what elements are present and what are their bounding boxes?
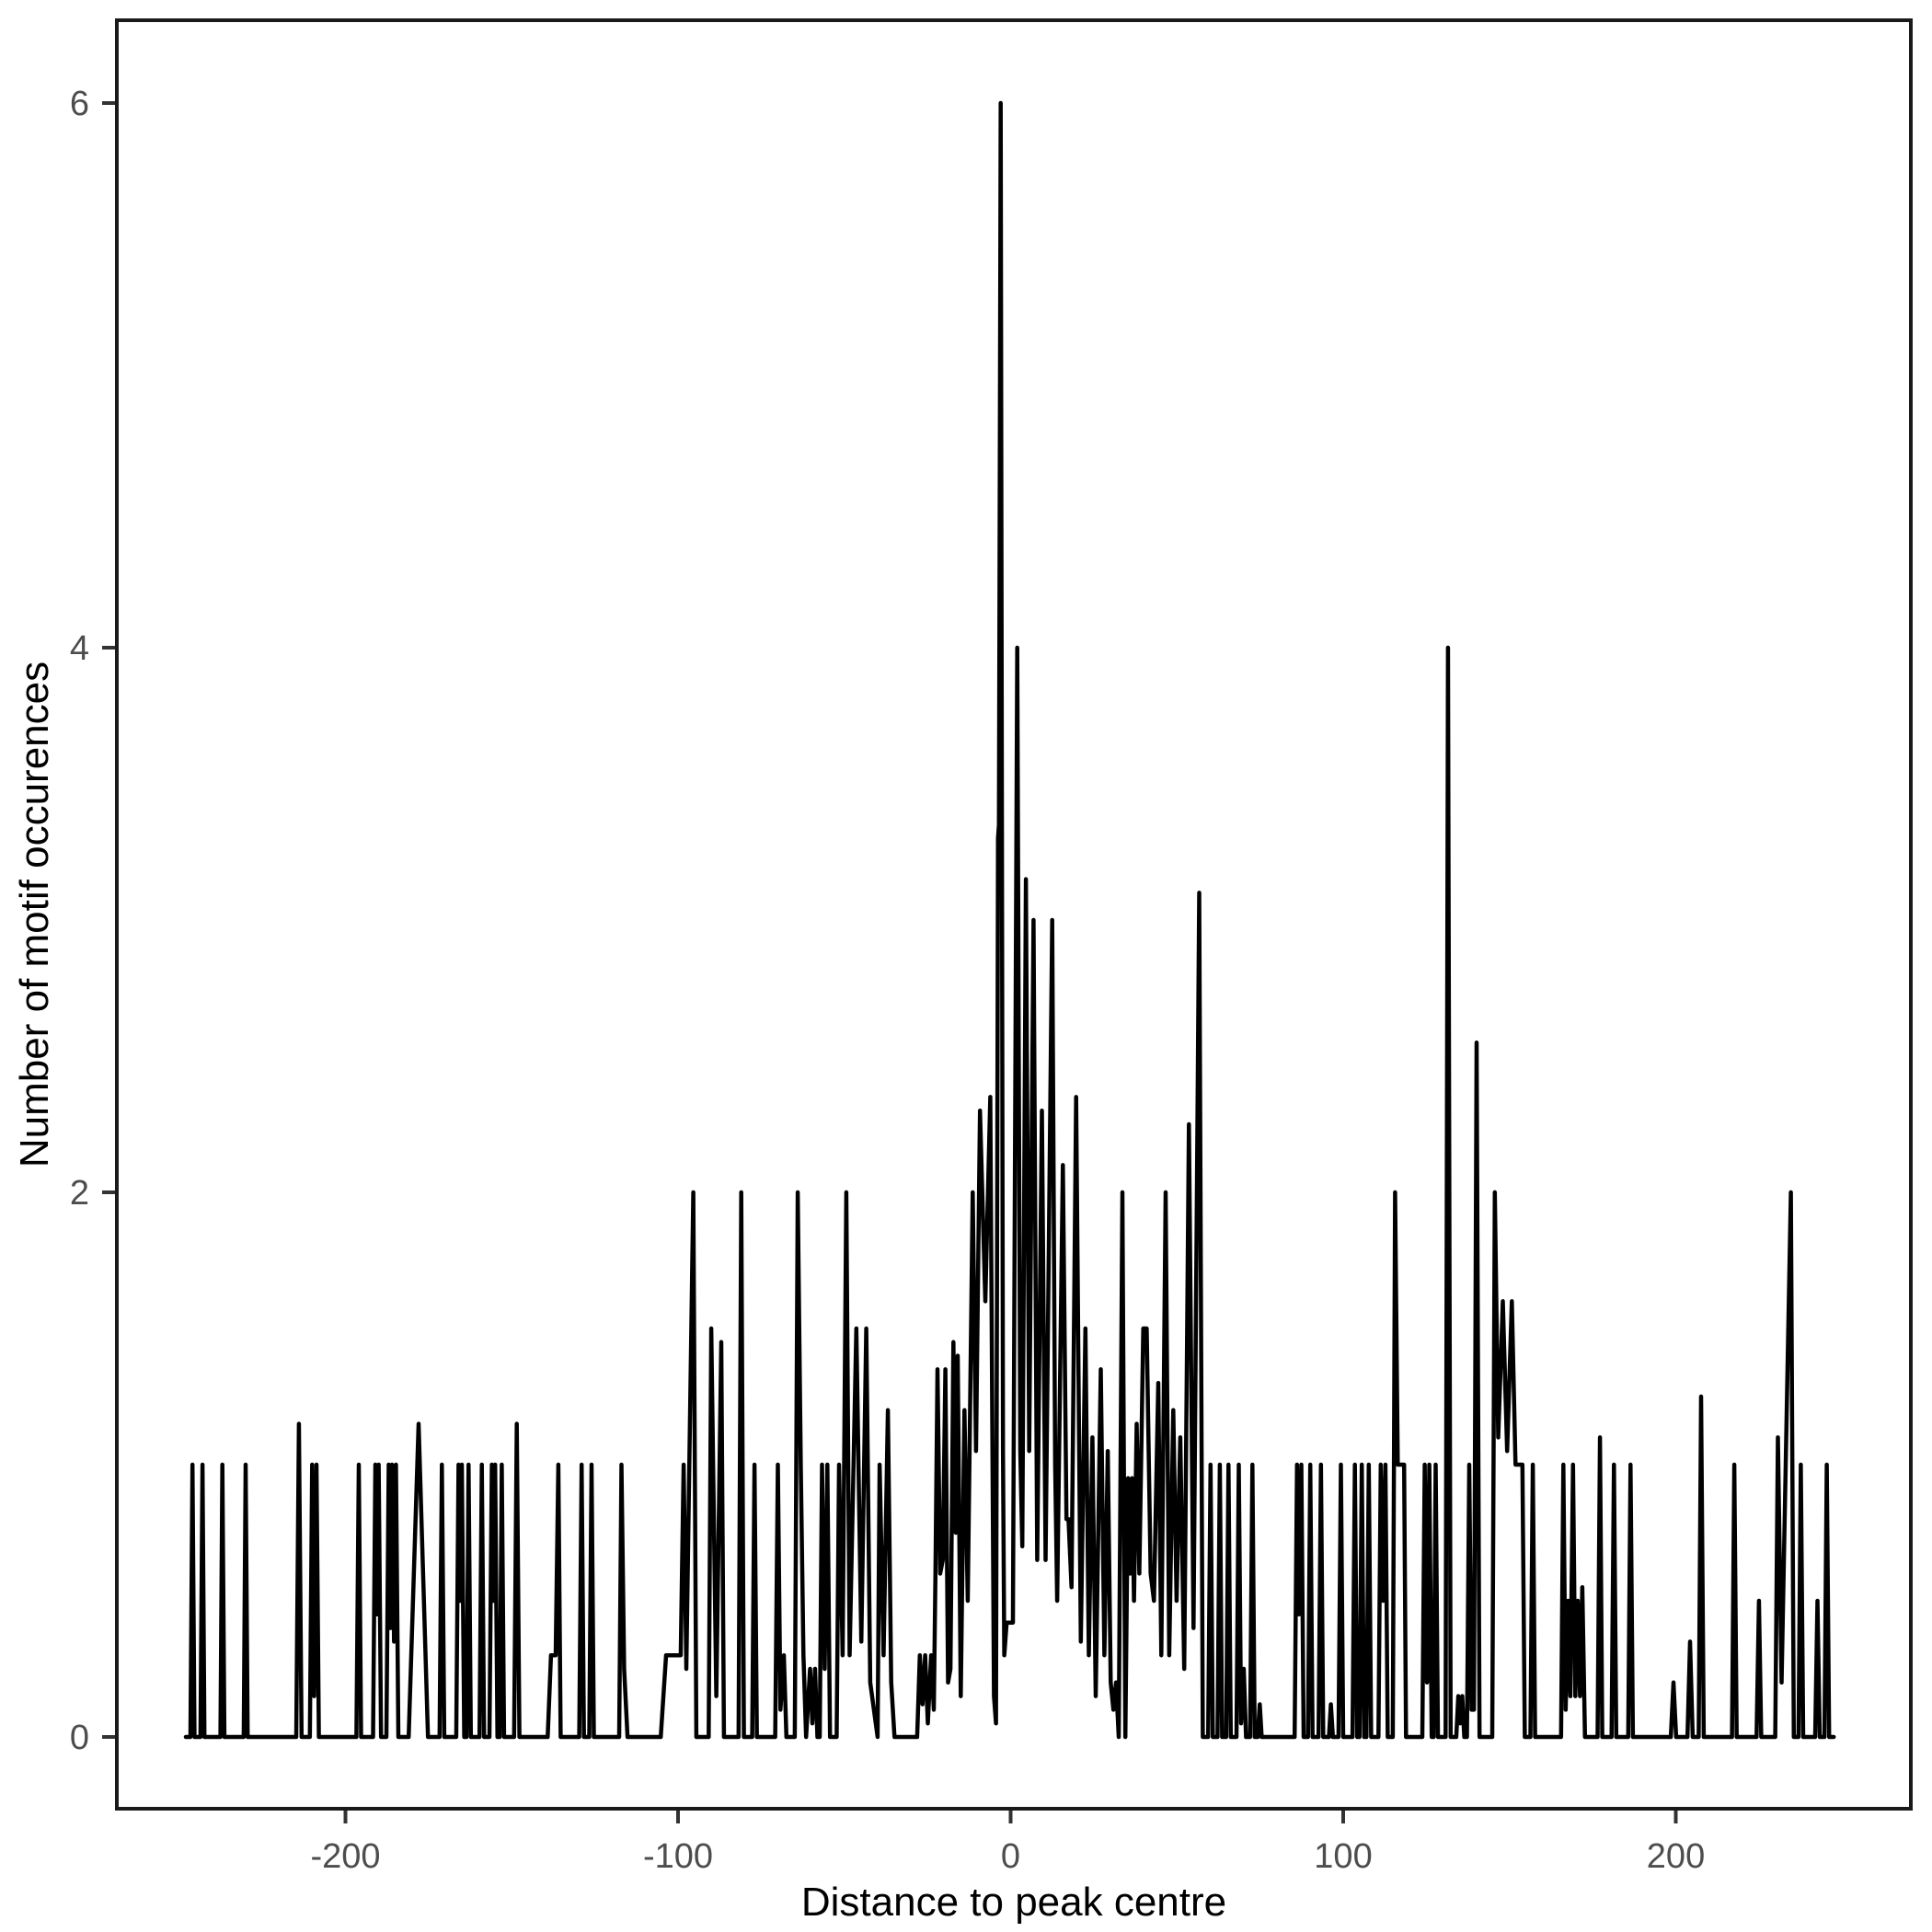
axis-ticks	[102, 101, 1678, 1823]
y-axis-title: Number of motif occurences	[12, 661, 57, 1167]
x-tick-label: -100	[643, 1837, 713, 1876]
x-tick-label: 0	[1001, 1837, 1020, 1876]
y-tick-label: 6	[70, 85, 89, 123]
data-line	[183, 100, 1836, 1740]
x-tick-label: 100	[1314, 1837, 1372, 1876]
axis-tick-labels: -200 -100 0 100 200 0 2 4 6	[70, 85, 1705, 1876]
x-tick-label: -200	[310, 1837, 380, 1876]
y-tick-label: 4	[70, 629, 89, 668]
x-axis-title: Distance to peak centre	[801, 1880, 1226, 1925]
y-tick-label: 2	[70, 1174, 89, 1213]
y-tick-label: 0	[70, 1719, 89, 1757]
x-tick-label: 200	[1647, 1837, 1705, 1876]
panel-border	[115, 18, 1913, 1811]
